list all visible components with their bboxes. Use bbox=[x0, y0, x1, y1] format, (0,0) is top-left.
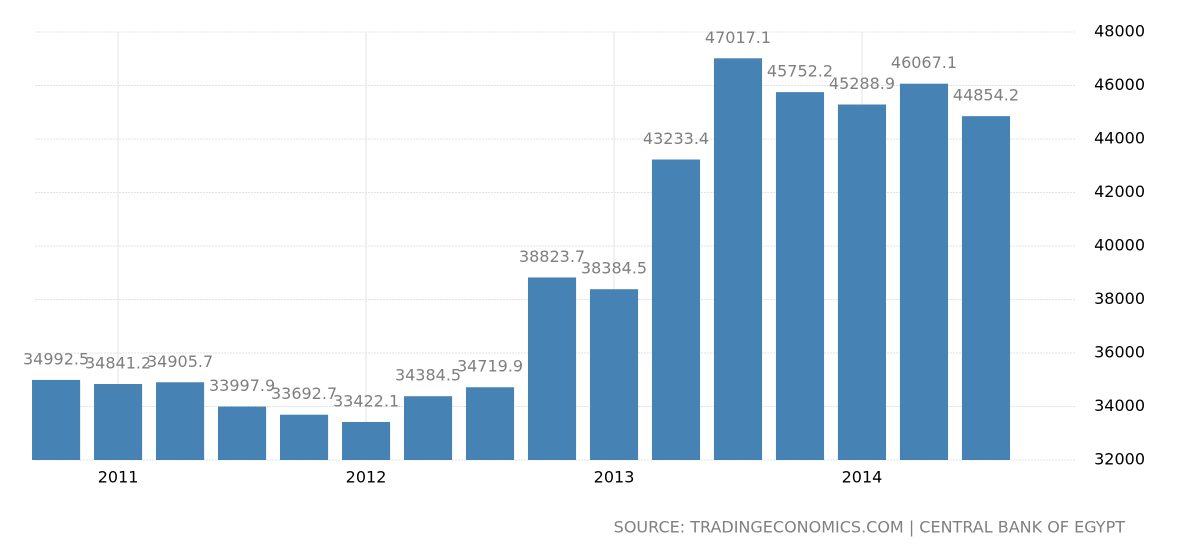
bar bbox=[156, 382, 205, 460]
value-label: 34719.9 bbox=[457, 357, 523, 376]
bar bbox=[279, 414, 329, 460]
bar bbox=[961, 116, 1011, 460]
value-label: 47017.1 bbox=[705, 28, 771, 47]
y-tick-label: 32000 bbox=[1094, 450, 1145, 469]
y-tick-label: 46000 bbox=[1094, 75, 1145, 94]
bar bbox=[775, 92, 825, 460]
value-label: 45288.9 bbox=[829, 74, 895, 93]
value-label: 34384.5 bbox=[395, 366, 461, 385]
x-tick-label: 2014 bbox=[842, 468, 883, 487]
value-label: 44854.2 bbox=[953, 86, 1019, 105]
bar bbox=[94, 383, 143, 460]
value-label: 34905.7 bbox=[147, 352, 213, 371]
y-tick-label: 48000 bbox=[1094, 22, 1145, 41]
bar bbox=[651, 159, 701, 461]
x-tick-label: 2012 bbox=[346, 468, 387, 487]
bar bbox=[32, 379, 81, 460]
value-label: 43233.4 bbox=[643, 129, 709, 148]
value-label: 34992.5 bbox=[23, 349, 89, 368]
value-label: 33997.9 bbox=[209, 376, 275, 395]
bar bbox=[899, 83, 949, 460]
y-tick-label: 36000 bbox=[1094, 343, 1145, 362]
source: SOURCE: TRADINGECONOMICS.COM | CENTRAL B… bbox=[614, 518, 1126, 537]
y-tick-label: 34000 bbox=[1094, 396, 1145, 415]
y-tick-label: 38000 bbox=[1094, 289, 1145, 308]
value-label: 34841.2 bbox=[85, 353, 151, 372]
bar bbox=[218, 406, 267, 460]
value-label: 46067.1 bbox=[891, 53, 957, 72]
value-label: 38384.5 bbox=[581, 259, 647, 278]
bar bbox=[713, 58, 763, 461]
y-tick-label: 42000 bbox=[1094, 182, 1145, 201]
x-tick-label: 2011 bbox=[98, 468, 139, 487]
bar bbox=[403, 396, 453, 460]
bar bbox=[465, 387, 515, 460]
value-label: 33692.7 bbox=[271, 384, 337, 403]
bar bbox=[589, 289, 639, 460]
y-tick-label: 40000 bbox=[1094, 236, 1145, 255]
value-label: 33422.1 bbox=[333, 391, 399, 410]
value-label: 38823.7 bbox=[519, 247, 585, 266]
bar bbox=[527, 277, 577, 460]
x-tick-label: 2013 bbox=[594, 468, 635, 487]
value-label: 45752.2 bbox=[767, 62, 833, 81]
bar bbox=[837, 104, 887, 461]
bar bbox=[341, 421, 391, 460]
y-tick-label: 44000 bbox=[1094, 129, 1145, 148]
